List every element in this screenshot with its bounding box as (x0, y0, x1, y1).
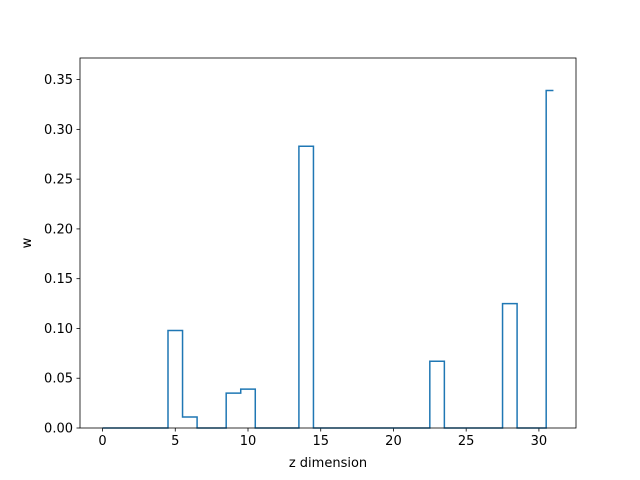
x-tick-label: 15 (312, 434, 329, 449)
x-tick-label: 20 (385, 434, 402, 449)
y-tick-label: 0.00 (44, 422, 73, 437)
x-axis-label: z dimension (289, 456, 367, 471)
x-tick-label: 0 (98, 434, 106, 449)
y-tick-label: 0.30 (44, 123, 73, 138)
plot-background (80, 58, 576, 428)
x-tick-label: 5 (171, 434, 179, 449)
y-axis-ticks: 0.00 0.05 0.10 0.15 0.20 0.25 0.30 0.35 (44, 73, 80, 437)
plot-frame (79, 57, 577, 429)
y-tick-label: 0.05 (44, 372, 73, 387)
x-tick-label: 25 (458, 434, 475, 449)
y-tick-label: 0.25 (44, 173, 73, 188)
y-axis-label: w (20, 237, 35, 248)
x-tick-label: 10 (240, 434, 257, 449)
y-tick-label: 0.15 (44, 272, 73, 287)
y-tick-label: 0.20 (44, 222, 73, 237)
y-tick-label: 0.35 (44, 73, 73, 88)
x-tick-label: 30 (531, 434, 548, 449)
x-axis-ticks: 0 5 10 15 20 25 30 (98, 428, 547, 449)
y-tick-label: 0.10 (44, 322, 73, 337)
